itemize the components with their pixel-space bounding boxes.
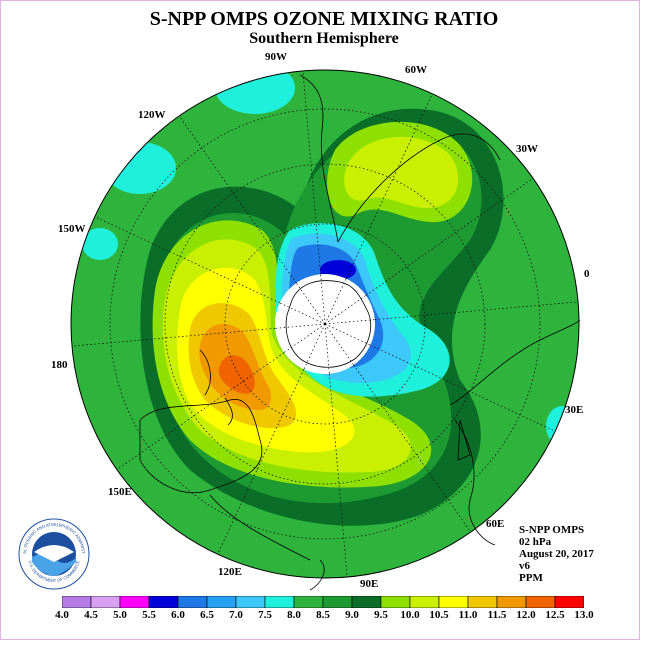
colorbar-swatch — [554, 596, 584, 608]
colorbar-swatch — [293, 596, 324, 608]
colorbar-swatch — [119, 596, 150, 608]
meridian-line-inner — [324, 323, 330, 374]
colorbar-tick-label: 8.5 — [316, 609, 330, 621]
colorbar-tick-label: 9.5 — [374, 609, 388, 621]
colorbar-swatch — [409, 596, 440, 608]
colorbar-swatch — [322, 596, 353, 608]
map-subtitle: Southern Hemisphere — [249, 30, 399, 47]
colorbar — [62, 596, 584, 608]
field-band-redorange — [218, 355, 255, 394]
field-cyan-patch — [82, 228, 118, 260]
lon-label-120e: 120E — [218, 566, 242, 578]
coastlines — [139, 74, 581, 591]
meridian-line-inner — [324, 319, 375, 325]
meridian-line-inner — [279, 302, 326, 325]
colorbar-swatch — [90, 596, 121, 608]
lon-label-150e: 150E — [108, 486, 132, 498]
colorbar-swatch — [148, 596, 179, 608]
colorbar-tick-label: 7.5 — [258, 609, 272, 621]
south-america-coast-east — [337, 133, 501, 243]
colorbar-tick-label: 8.0 — [287, 609, 301, 621]
colorbar-swatch — [206, 596, 237, 608]
colorbar-tick-label: 10.5 — [429, 609, 449, 621]
africa-coast — [454, 419, 496, 546]
meridian-line-inner — [324, 295, 367, 325]
colorbar-tick-label: 10.0 — [400, 609, 420, 621]
lon-label-60w: 60W — [405, 64, 427, 76]
meridian-line-inner — [296, 282, 326, 325]
meridian-line-inner — [324, 278, 347, 325]
lon-label-30w: 30W — [516, 143, 538, 155]
meridian-line-inner — [283, 323, 326, 353]
lon-label-180: 180 — [51, 359, 68, 371]
antarctica-coastline — [285, 280, 372, 368]
meridian-line-inner — [320, 274, 326, 325]
logo-wave-icon — [32, 553, 76, 576]
colorbar-swatch — [380, 596, 411, 608]
new-zealand-coast — [199, 349, 233, 426]
africa-coast-south — [449, 319, 581, 406]
figure-frame — [0, 0, 640, 640]
logo-gull-icon — [34, 545, 74, 562]
asia-islands-coast — [209, 494, 325, 591]
latitude-circle — [164, 163, 486, 485]
field-cyan-patch — [215, 70, 295, 114]
colorbar-tick-label: 11.5 — [487, 609, 507, 621]
meridian-line-inner — [324, 323, 371, 346]
map-title: S-NPP OMPS OZONE MIXING RATIO — [149, 8, 499, 30]
colorbar-swatch — [177, 596, 208, 608]
lon-label-90w: 90W — [265, 51, 287, 63]
colorbar-tick-label: 4.5 — [84, 609, 98, 621]
lon-label-120w: 120W — [138, 109, 166, 121]
colorbar-swatch — [235, 596, 266, 608]
south-america-coast — [299, 74, 339, 243]
colorbar-swatch — [264, 596, 295, 608]
map-border — [70, 69, 580, 579]
meridian-line-inner — [324, 323, 354, 366]
info-block: S-NPP OMPS 02 hPa August 20, 2017 v6 PPM — [519, 524, 594, 584]
lon-label-60e: 60E — [486, 518, 505, 530]
meridian-line-inner — [303, 323, 326, 370]
colorbar-tick-label: 9.0 — [345, 609, 359, 621]
lon-label-0: 0 — [584, 268, 590, 280]
colorbar-swatch — [467, 596, 498, 608]
colorbar-tick-label: 12.0 — [516, 609, 536, 621]
field-band-yellowgreen — [344, 136, 459, 209]
logo-text: NOAA — [41, 548, 68, 558]
colorbar-tick-label: 13.0 — [574, 609, 594, 621]
info-level: 02 hPa — [519, 536, 552, 548]
colorbar-tick-label: 5.5 — [142, 609, 156, 621]
madagascar-coast — [457, 419, 471, 461]
colorbar-swatch — [62, 596, 92, 608]
colorbar-tick-label: 12.5 — [545, 609, 565, 621]
info-date: August 20, 2017 — [519, 548, 594, 560]
colorbar-tick-label: 5.0 — [113, 609, 127, 621]
graticule — [71, 70, 579, 578]
info-units: PPM — [519, 572, 543, 584]
info-instrument: S-NPP OMPS — [519, 524, 585, 536]
colorbar-tick-label: 4.0 — [55, 609, 69, 621]
colorbar-tick-label: 6.5 — [200, 609, 214, 621]
meridian-line-inner — [275, 323, 326, 329]
australia-coast — [139, 398, 263, 494]
colorbar-swatch — [351, 596, 382, 608]
lon-label-30e: 30E — [565, 404, 584, 416]
colorbar-swatch — [438, 596, 469, 608]
noaa-logo: NATIONAL OCEANIC AND ATMOSPHERIC ADMINIS… — [18, 518, 90, 590]
colorbar-tick-label: 11.0 — [458, 609, 478, 621]
colorbar-swatch — [496, 596, 527, 608]
lon-label-90e: 90E — [360, 578, 379, 590]
colorbar-tick-label: 7.0 — [229, 609, 243, 621]
colorbar-tick-label: 6.0 — [171, 609, 185, 621]
info-version: v6 — [519, 560, 530, 572]
lon-label-150w: 150W — [58, 223, 86, 235]
latitude-circle — [109, 108, 541, 540]
latitude-circle — [224, 223, 426, 425]
colorbar-swatch — [525, 596, 556, 608]
